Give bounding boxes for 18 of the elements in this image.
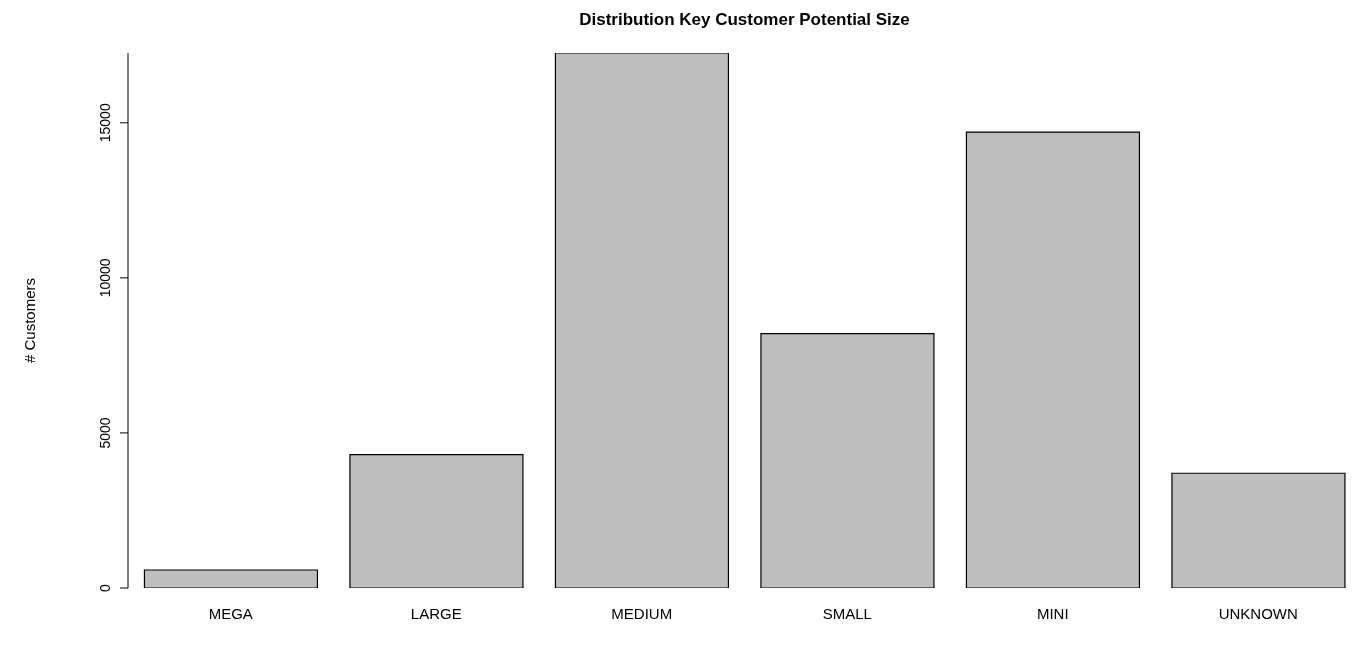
y-tick-label: 0 bbox=[97, 583, 113, 592]
bar bbox=[760, 333, 935, 588]
y-tick-label: 15000 bbox=[97, 103, 113, 143]
bar bbox=[349, 454, 524, 588]
x-tick-label: MINI bbox=[1036, 604, 1069, 622]
bar bbox=[1171, 472, 1346, 588]
y-axis-title: # Customers bbox=[21, 277, 39, 364]
x-tick-label: MEDIUM bbox=[611, 604, 673, 622]
bar bbox=[143, 569, 319, 588]
chart-title: Distribution Key Customer Potential Size bbox=[578, 9, 911, 31]
bar bbox=[554, 53, 730, 588]
y-tick-label: 5000 bbox=[97, 417, 113, 449]
bar bbox=[965, 131, 1141, 588]
y-tick-label: 10000 bbox=[97, 258, 113, 298]
x-tick-label: SMALL bbox=[822, 604, 872, 622]
x-tick-label: LARGE bbox=[410, 604, 462, 622]
x-tick-label: MEGA bbox=[208, 604, 253, 622]
x-tick-label: UNKNOWN bbox=[1218, 604, 1298, 622]
